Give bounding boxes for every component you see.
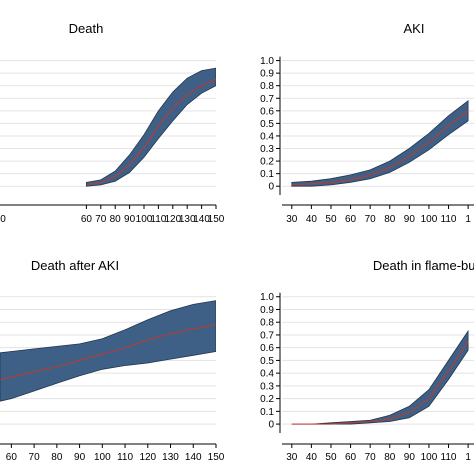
x-tick-label: 90 bbox=[404, 214, 416, 225]
estimate-line bbox=[0, 324, 216, 380]
x-tick-label: 90 bbox=[74, 452, 86, 463]
y-tick-label: 0.8 bbox=[260, 318, 274, 329]
y-tick-label: 0.1 bbox=[260, 169, 274, 180]
estimate-line bbox=[86, 78, 216, 186]
x-tick-label: 50 bbox=[325, 214, 337, 225]
y-tick-label: 0.4 bbox=[260, 369, 274, 380]
confidence-band bbox=[291, 329, 469, 425]
y-tick-label: 0.2 bbox=[260, 157, 274, 168]
x-tick-label: 0 bbox=[0, 214, 6, 225]
y-tick-label: 0 bbox=[268, 182, 274, 193]
x-tick-label: 30 bbox=[286, 452, 298, 463]
plot-layer: 60 70 80 90 100110120130140150000.10.20.30.4… bbox=[0, 56, 474, 463]
x-tick-label: 60 bbox=[345, 214, 357, 225]
y-tick-label: 0.9 bbox=[260, 305, 274, 316]
panel-death-after-aki: 060708090100110120130140150 bbox=[0, 296, 225, 463]
y-tick-label: 0.5 bbox=[260, 119, 274, 130]
x-tick-label: 60 bbox=[6, 452, 18, 463]
y-tick-label: 0.1 bbox=[260, 407, 274, 418]
y-tick-label: 0.6 bbox=[260, 343, 274, 354]
y-tick-label: 1.0 bbox=[260, 56, 274, 67]
x-tick-label: 70 bbox=[365, 452, 377, 463]
x-tick-label: 120 bbox=[139, 452, 156, 463]
x-tick-label: 50 bbox=[325, 452, 337, 463]
y-tick-label: 0.5 bbox=[260, 356, 274, 367]
x-tick-label: 150 bbox=[208, 214, 225, 225]
y-tick-label: 0.6 bbox=[260, 106, 274, 117]
x-tick-label: 60 bbox=[81, 214, 93, 225]
panel-title-death: Death bbox=[69, 21, 104, 36]
x-tick-label: 1 bbox=[465, 452, 471, 463]
x-tick-label: 80 bbox=[51, 452, 63, 463]
panel-title-aki: AKI bbox=[404, 21, 425, 36]
x-tick-label: 90 bbox=[124, 214, 136, 225]
x-tick-label: 80 bbox=[110, 214, 122, 225]
x-tick-label: 70 bbox=[365, 214, 377, 225]
panel-aki: 0 0.10.2 0.3 0.40.5 0.60.7 0.80.9 1.0 30 40 50 60 7… bbox=[260, 56, 474, 225]
panel-death-flame-burn: 0 0.1 0.2 0.30.4 0.5 0.6 0.70.8 0.9 1.0 30 40 50 60 7… bbox=[260, 292, 474, 463]
x-tick-label: 60 bbox=[345, 452, 357, 463]
x-tick-label: 40 bbox=[306, 214, 318, 225]
x-tick-label: 80 bbox=[384, 452, 396, 463]
y-tick-label: 0.4 bbox=[260, 131, 274, 142]
estimate-line bbox=[291, 110, 469, 186]
x-tick-label: 150 bbox=[208, 452, 225, 463]
x-tick-label: 100 bbox=[94, 452, 111, 463]
y-tick-label: 1.0 bbox=[260, 292, 274, 303]
x-tick-label: 70 bbox=[29, 452, 41, 463]
x-tick-label: 110 bbox=[441, 452, 457, 463]
x-tick-label: 100 bbox=[421, 452, 438, 463]
y-tick-label: 0 bbox=[268, 420, 274, 431]
confidence-band bbox=[291, 99, 469, 187]
x-tick-label: 90 bbox=[404, 452, 416, 463]
x-tick-label: 80 bbox=[384, 214, 396, 225]
x-tick-label: 100 bbox=[421, 214, 438, 225]
x-tick-label: 1 bbox=[465, 214, 471, 225]
confidence-band bbox=[0, 300, 216, 402]
x-tick-label: 40 bbox=[306, 452, 318, 463]
y-tick-label: 0.3 bbox=[260, 381, 274, 392]
x-tick-label: 110 bbox=[117, 452, 133, 463]
y-tick-label: 0.2 bbox=[260, 394, 274, 405]
x-tick-label: 120 bbox=[164, 214, 181, 225]
panel-title-death-after-aki: Death after AKI bbox=[31, 258, 119, 273]
estimate-line bbox=[291, 341, 469, 425]
y-tick-label: 0.9 bbox=[260, 69, 274, 80]
y-tick-label: 0.3 bbox=[260, 144, 274, 155]
x-tick-label: 110 bbox=[441, 214, 457, 225]
x-tick-label: 100 bbox=[136, 214, 153, 225]
x-tick-label: 130 bbox=[162, 452, 179, 463]
x-tick-label: 110 bbox=[150, 214, 166, 225]
y-tick-label: 0.7 bbox=[260, 94, 274, 105]
panel-title-death-flame-burn: Death in flame-burn bbox=[373, 258, 474, 273]
y-tick-label: 0.8 bbox=[260, 81, 274, 92]
x-tick-label: 30 bbox=[286, 214, 298, 225]
x-tick-label: 140 bbox=[185, 452, 202, 463]
y-tick-label: 0.7 bbox=[260, 330, 274, 341]
x-tick-label: 140 bbox=[193, 214, 210, 225]
x-tick-label: 130 bbox=[179, 214, 196, 225]
x-tick-label: 70 bbox=[95, 214, 107, 225]
